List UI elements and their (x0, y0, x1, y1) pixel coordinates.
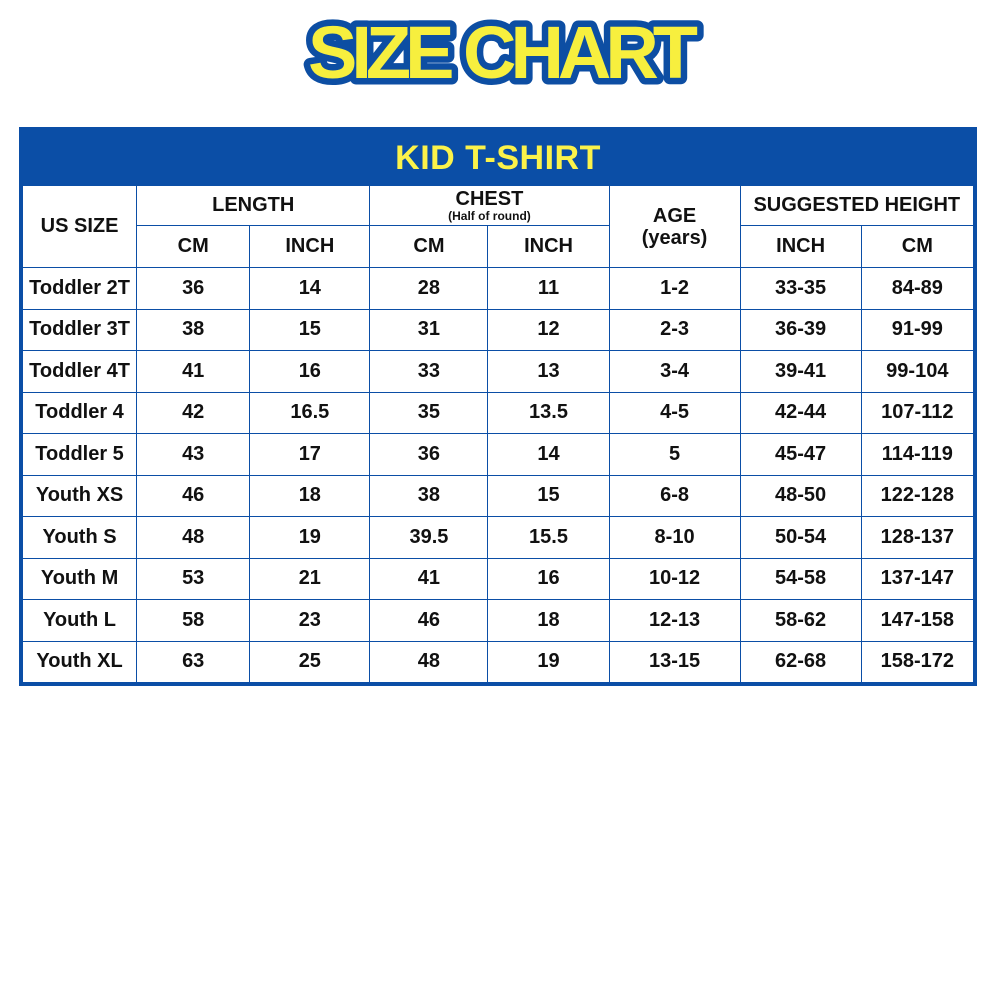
svg-text:SIZE CHART: SIZE CHART (308, 11, 698, 94)
